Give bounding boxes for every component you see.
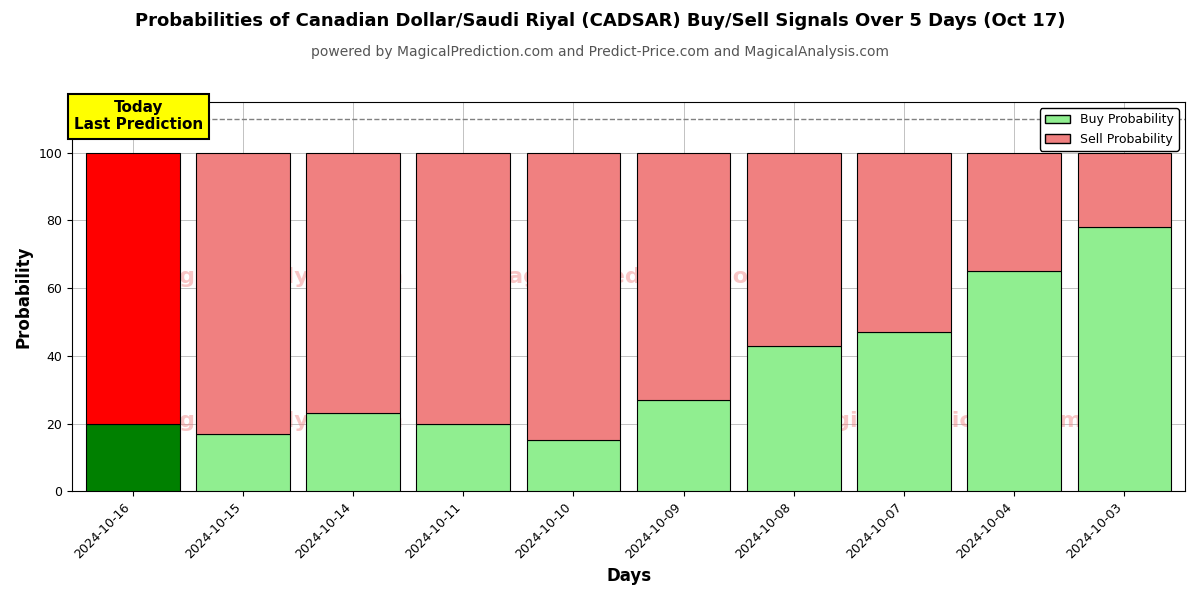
Text: Today
Last Prediction: Today Last Prediction xyxy=(73,100,203,133)
X-axis label: Days: Days xyxy=(606,567,652,585)
Bar xyxy=(527,153,620,440)
Bar xyxy=(416,424,510,491)
Text: powered by MagicalPrediction.com and Predict-Price.com and MagicalAnalysis.com: powered by MagicalPrediction.com and Pre… xyxy=(311,45,889,59)
Bar xyxy=(416,153,510,424)
Bar xyxy=(967,153,1061,271)
Bar xyxy=(637,153,731,400)
Bar xyxy=(1078,153,1171,227)
Bar xyxy=(748,346,841,491)
Bar xyxy=(196,434,289,491)
Text: MagicalAnalysis.com: MagicalAnalysis.com xyxy=(142,411,403,431)
Text: MagicalPrediction.com: MagicalPrediction.com xyxy=(798,411,1082,431)
Bar xyxy=(857,153,950,332)
Bar xyxy=(196,153,289,434)
Text: MagicalPrediction.com: MagicalPrediction.com xyxy=(486,267,772,287)
Text: Probabilities of Canadian Dollar/Saudi Riyal (CADSAR) Buy/Sell Signals Over 5 Da: Probabilities of Canadian Dollar/Saudi R… xyxy=(134,12,1066,30)
Legend: Buy Probability, Sell Probability: Buy Probability, Sell Probability xyxy=(1040,108,1178,151)
Text: MagicalAnalysis.com: MagicalAnalysis.com xyxy=(142,267,403,287)
Bar xyxy=(306,153,400,413)
Bar xyxy=(306,413,400,491)
Y-axis label: Probability: Probability xyxy=(16,245,34,348)
Bar xyxy=(86,424,180,491)
Bar xyxy=(967,271,1061,491)
Bar xyxy=(86,153,180,424)
Bar xyxy=(637,400,731,491)
Bar xyxy=(527,440,620,491)
Bar xyxy=(857,332,950,491)
Bar xyxy=(748,153,841,346)
Bar xyxy=(1078,227,1171,491)
